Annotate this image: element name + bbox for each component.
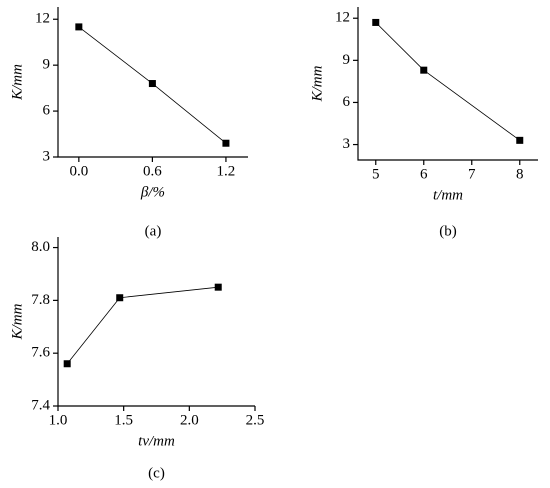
x-tick-label: 6 (420, 166, 428, 182)
x-tick-label: 7 (468, 166, 476, 182)
x-axis-label: t/mm (433, 187, 463, 203)
x-axis-label: β/% (140, 184, 165, 200)
data-point (222, 139, 230, 147)
y-tick-label: 7.4 (31, 397, 50, 413)
caption: (c) (148, 465, 165, 481)
data-point (63, 360, 71, 368)
data-point (516, 136, 524, 144)
x-tick-label: 5 (372, 166, 380, 182)
y-tick-label: 9 (43, 57, 51, 73)
y-tick-label: 6 (43, 103, 51, 119)
x-tick-label: 0.0 (69, 163, 88, 179)
y-tick-label: 9 (343, 52, 351, 68)
y-tick-label: 7.6 (31, 345, 50, 361)
y-tick-label: 3 (343, 136, 351, 152)
data-point (214, 283, 222, 291)
x-tick-label: 8 (516, 166, 524, 182)
y-tick-label: 7.8 (31, 292, 50, 308)
axes (357, 7, 538, 161)
y-tick-label: 12 (335, 10, 350, 26)
y-tick-label: 6 (343, 94, 351, 110)
x-tick-label: 1.5 (114, 412, 133, 428)
data-point (116, 294, 124, 302)
data-point (75, 23, 83, 31)
y-axis-label: K/mm (9, 64, 25, 101)
y-tick-label: 12 (35, 11, 50, 27)
axes (57, 237, 255, 407)
x-tick-label: 0.6 (143, 163, 162, 179)
y-tick-label: 8.0 (31, 239, 50, 255)
x-tick-label: 2.5 (246, 412, 265, 428)
caption: (b) (439, 223, 457, 239)
y-tick-label: 3 (43, 148, 51, 164)
y-axis-label: K/mm (309, 65, 325, 102)
caption: (a) (145, 223, 162, 239)
x-tick-label: 2.0 (180, 412, 199, 428)
x-tick-label: 1.0 (49, 412, 68, 428)
data-line (66, 286, 219, 364)
data-point (420, 66, 428, 74)
data-point (148, 80, 156, 88)
data-line (375, 22, 520, 141)
x-tick-label: 1.2 (217, 163, 236, 179)
y-axis-label: K/mm (9, 303, 25, 340)
x-axis-label: tv/mm (138, 433, 175, 449)
data-point (372, 18, 380, 26)
